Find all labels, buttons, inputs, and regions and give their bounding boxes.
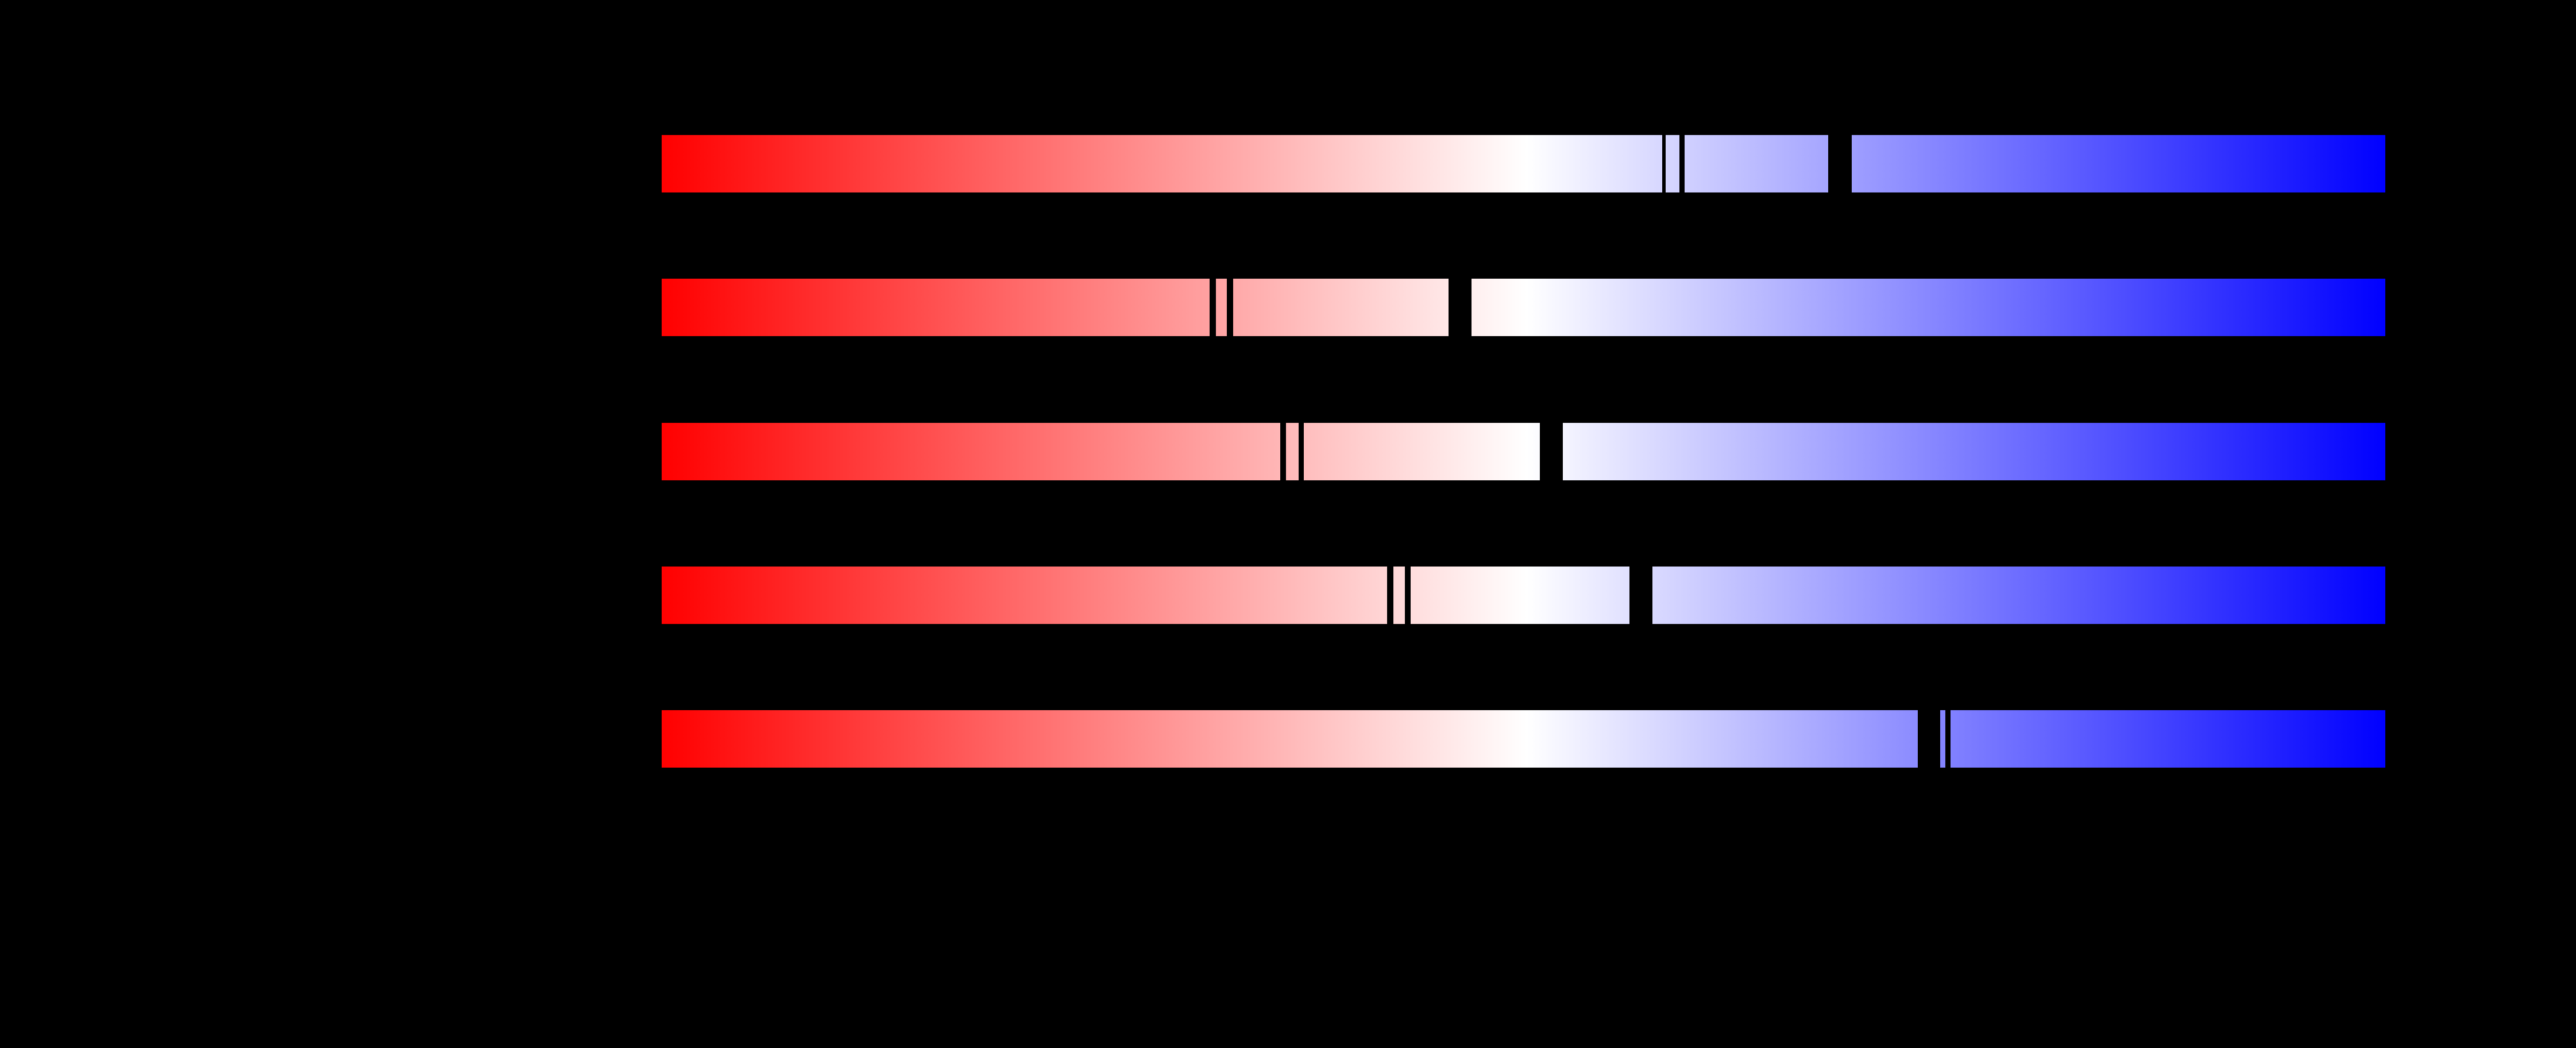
thick-block-marker xyxy=(1449,279,1472,336)
thick-block-marker xyxy=(1918,710,1940,768)
gradient-bar-4 xyxy=(662,567,2385,624)
thin-tick-marker xyxy=(1299,423,1304,480)
thick-block-marker xyxy=(1828,135,1852,192)
thin-tick-marker xyxy=(1387,567,1393,624)
thin-tick-marker xyxy=(1405,567,1411,624)
gradient-bar-1 xyxy=(662,135,2385,192)
thin-tick-marker xyxy=(1945,710,1951,768)
thin-tick-marker xyxy=(1210,279,1216,336)
gradient-bar-5 xyxy=(662,710,2385,768)
gradient-bar-2 xyxy=(662,279,2385,336)
thin-tick-marker xyxy=(1280,423,1286,480)
thin-tick-marker xyxy=(1227,279,1233,336)
thick-block-marker xyxy=(1540,423,1563,480)
thin-tick-marker xyxy=(1679,135,1685,192)
gradient-bar-3 xyxy=(662,423,2385,480)
thick-block-marker xyxy=(1629,567,1652,624)
thin-tick-marker xyxy=(1662,135,1666,192)
